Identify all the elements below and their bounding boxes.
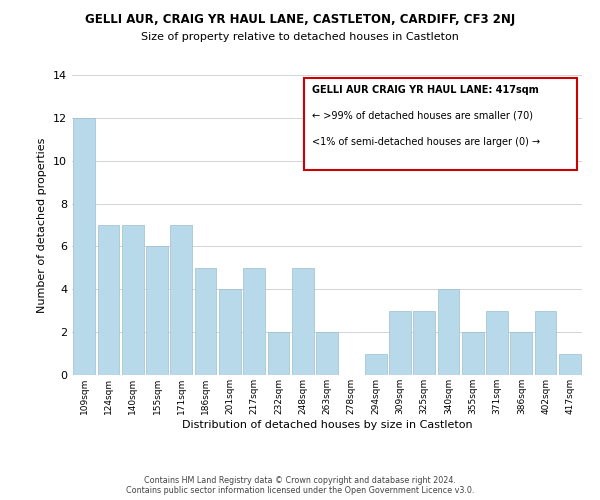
- Bar: [462, 332, 484, 375]
- Bar: [535, 310, 556, 375]
- Bar: [219, 290, 241, 375]
- Bar: [511, 332, 532, 375]
- Bar: [97, 225, 119, 375]
- Bar: [413, 310, 435, 375]
- X-axis label: Distribution of detached houses by size in Castleton: Distribution of detached houses by size …: [182, 420, 472, 430]
- Bar: [194, 268, 217, 375]
- Bar: [243, 268, 265, 375]
- Text: GELLI AUR CRAIG YR HAUL LANE: 417sqm: GELLI AUR CRAIG YR HAUL LANE: 417sqm: [312, 84, 538, 94]
- Bar: [292, 268, 314, 375]
- Text: Contains HM Land Registry data © Crown copyright and database right 2024.
Contai: Contains HM Land Registry data © Crown c…: [126, 476, 474, 495]
- Bar: [268, 332, 289, 375]
- Bar: [365, 354, 386, 375]
- Text: Size of property relative to detached houses in Castleton: Size of property relative to detached ho…: [141, 32, 459, 42]
- Bar: [486, 310, 508, 375]
- Bar: [73, 118, 95, 375]
- Y-axis label: Number of detached properties: Number of detached properties: [37, 138, 47, 312]
- Bar: [122, 225, 143, 375]
- Bar: [316, 332, 338, 375]
- Text: GELLI AUR, CRAIG YR HAUL LANE, CASTLETON, CARDIFF, CF3 2NJ: GELLI AUR, CRAIG YR HAUL LANE, CASTLETON…: [85, 12, 515, 26]
- Bar: [170, 225, 192, 375]
- Text: ← >99% of detached houses are smaller (70): ← >99% of detached houses are smaller (7…: [312, 110, 533, 120]
- Text: <1% of semi-detached houses are larger (0) →: <1% of semi-detached houses are larger (…: [312, 137, 540, 147]
- Bar: [146, 246, 168, 375]
- Bar: [389, 310, 411, 375]
- Bar: [437, 290, 460, 375]
- Bar: [304, 78, 577, 170]
- Bar: [559, 354, 581, 375]
